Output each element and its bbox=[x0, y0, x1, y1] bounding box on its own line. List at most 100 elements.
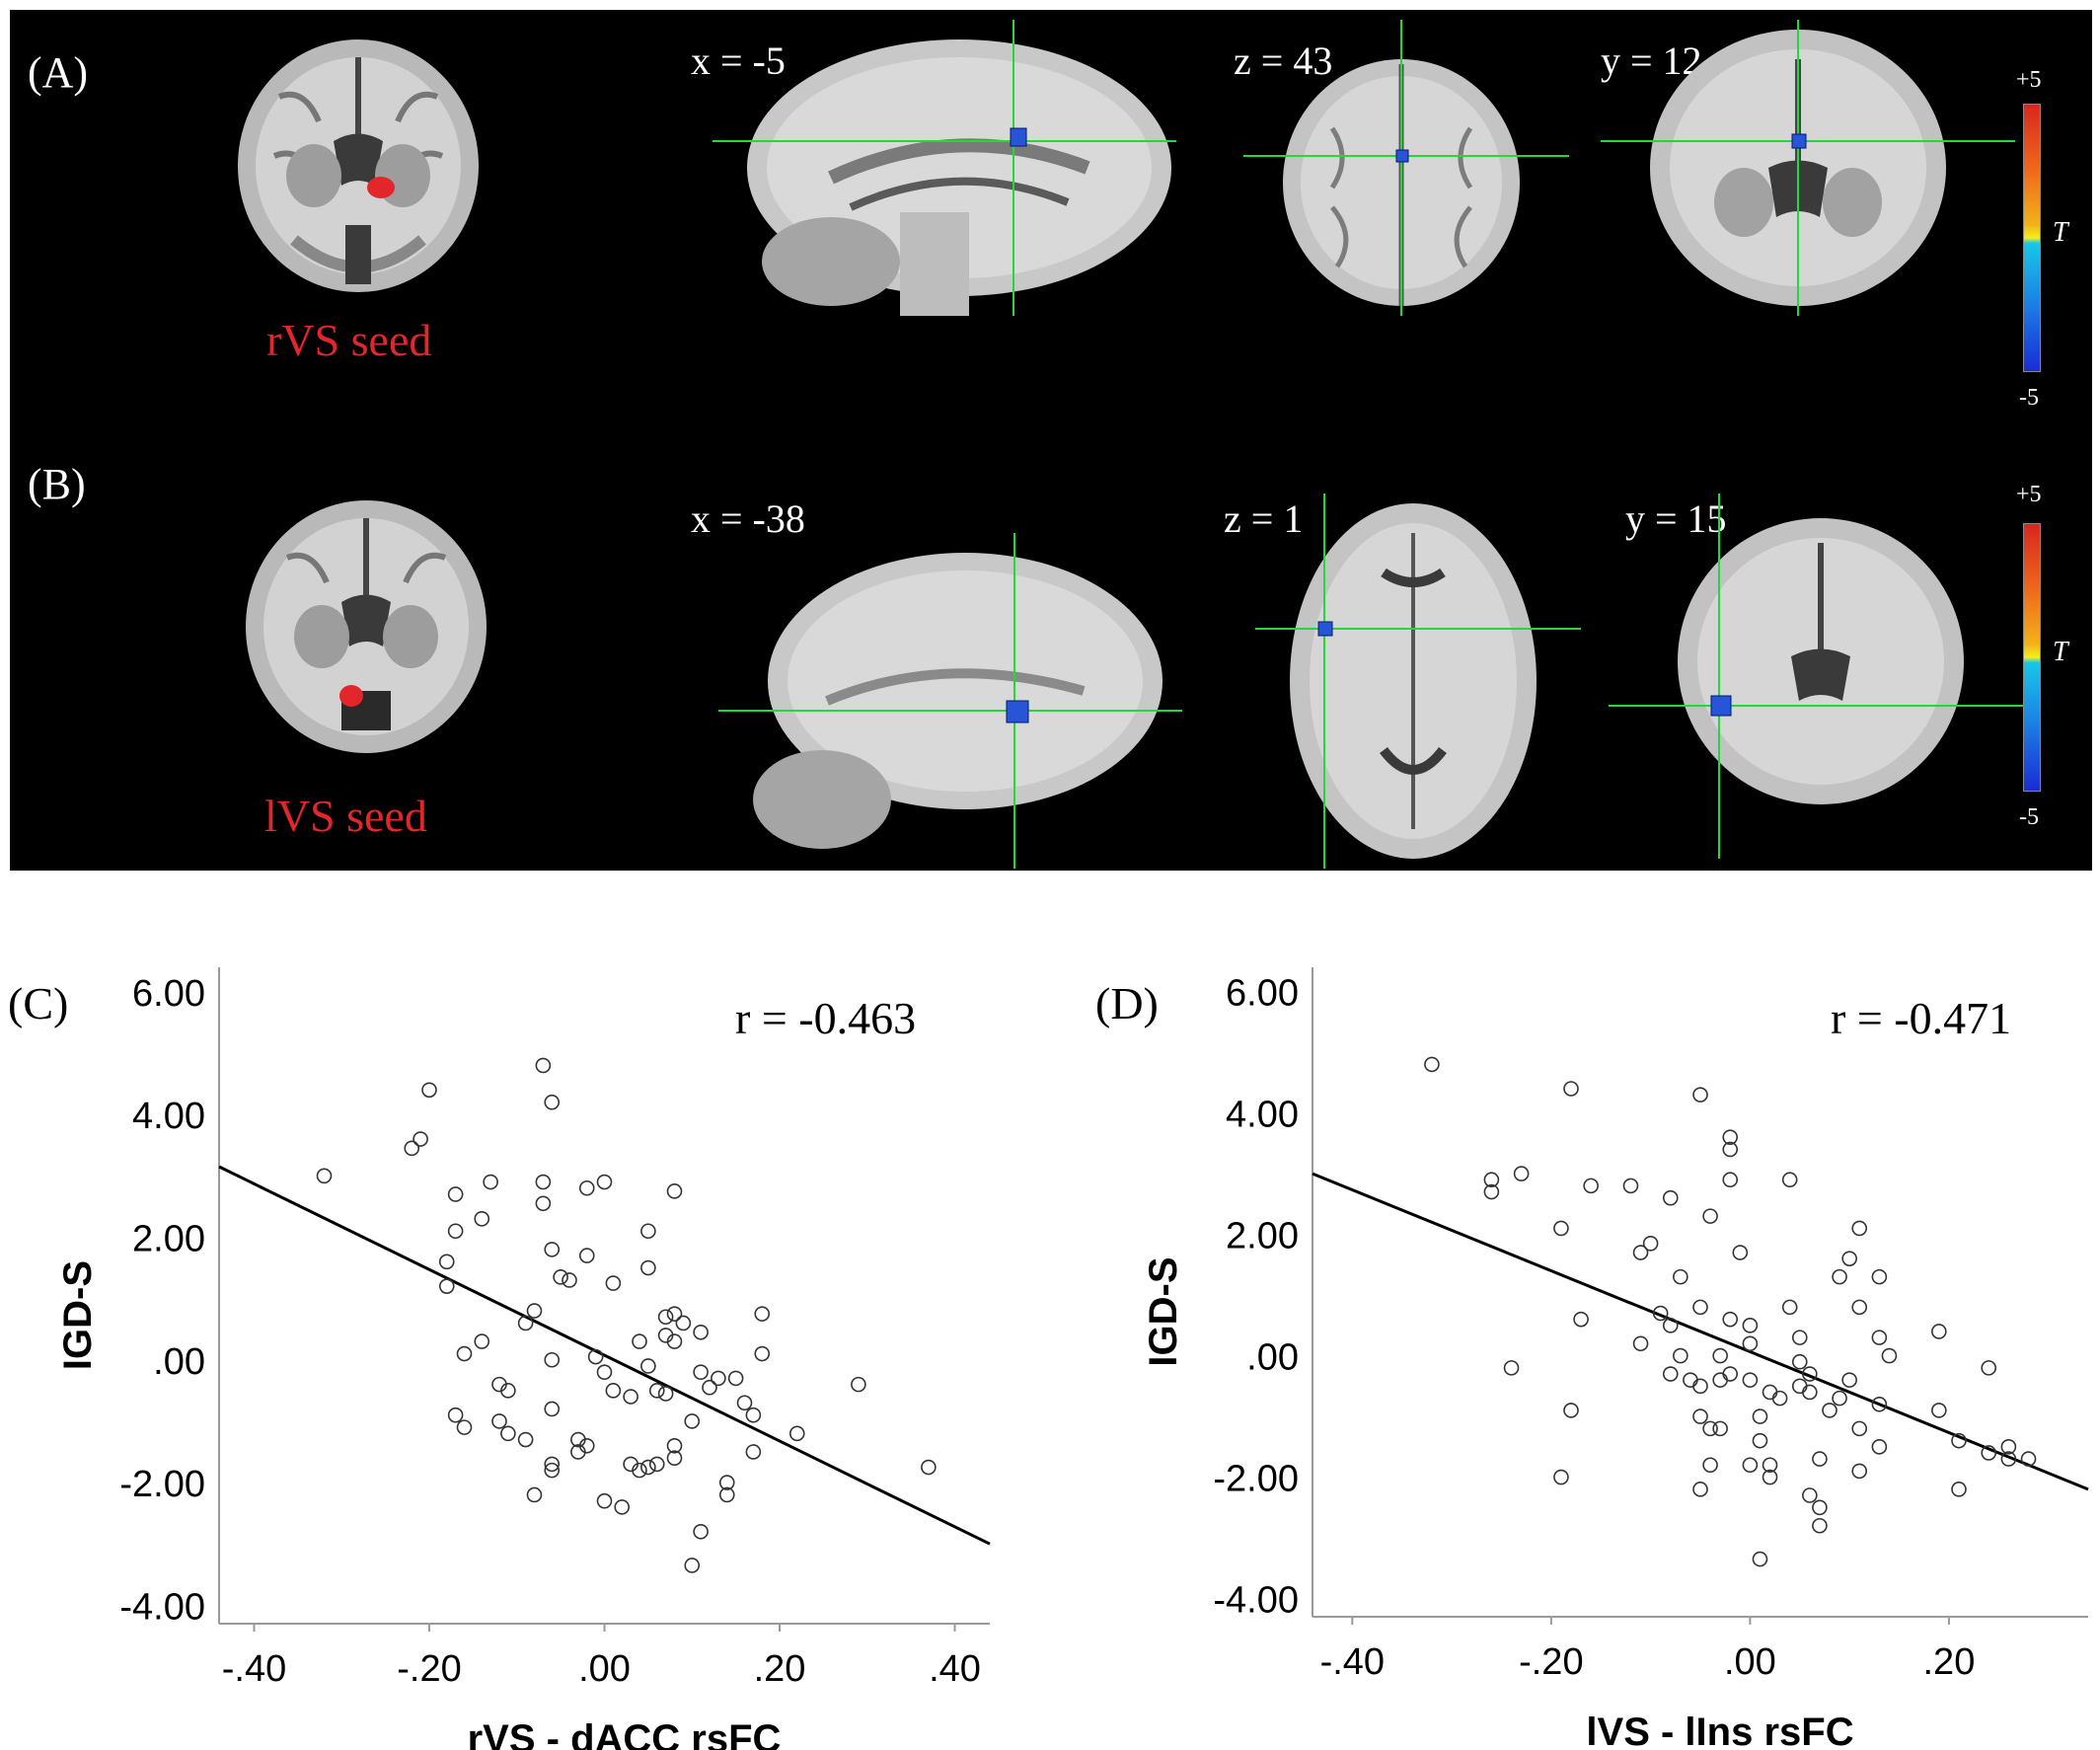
data-point bbox=[447, 1223, 464, 1240]
scatter-chart-d: 6.00 4.00 2.00 .00 -2.00 -4.00 -.40 -.20 .00 .20 l… bbox=[1086, 928, 2100, 1750]
data-point bbox=[693, 1324, 709, 1340]
data-point bbox=[1871, 1268, 1888, 1285]
data-point bbox=[1662, 1366, 1679, 1382]
data-point bbox=[1851, 1299, 1868, 1316]
data-point bbox=[1871, 1330, 1888, 1345]
data-point bbox=[1483, 1183, 1500, 1200]
data-point bbox=[1503, 1360, 1520, 1376]
data-point bbox=[1692, 1408, 1708, 1424]
data-point bbox=[438, 1254, 455, 1270]
data-point bbox=[1752, 1408, 1768, 1424]
scatter-chart-d-svg: 6.00 4.00 2.00 .00 -2.00 -4.00 -.40 -.20 .00 .20 l… bbox=[1142, 967, 2089, 1750]
data-point bbox=[438, 1278, 455, 1294]
data-point bbox=[596, 1174, 613, 1190]
data-point bbox=[500, 1425, 516, 1442]
x-tick-label: .40 bbox=[929, 1648, 981, 1690]
data-point bbox=[1642, 1236, 1659, 1252]
data-point bbox=[1652, 1305, 1669, 1322]
data-point bbox=[1822, 1403, 1838, 1418]
data-point bbox=[1832, 1390, 1847, 1407]
seed-label-a: rVS seed bbox=[266, 315, 432, 365]
data-point bbox=[718, 1486, 735, 1503]
data-point bbox=[1583, 1178, 1599, 1194]
y-tick-label: 6.00 bbox=[132, 973, 205, 1015]
data-point bbox=[596, 1492, 613, 1509]
data-point bbox=[1762, 1469, 1778, 1485]
data-point bbox=[640, 1223, 656, 1240]
data-point bbox=[648, 1383, 665, 1399]
data-point bbox=[1742, 1335, 1759, 1352]
data-point bbox=[1632, 1245, 1649, 1260]
data-point bbox=[1791, 1353, 1808, 1370]
data-point bbox=[535, 1195, 552, 1212]
data-point bbox=[1553, 1220, 1569, 1237]
data-point bbox=[754, 1306, 771, 1322]
sagittal-brain-a bbox=[712, 20, 1176, 316]
colorbar-min-b: -5 bbox=[2019, 804, 2039, 830]
data-point bbox=[1702, 1420, 1718, 1437]
data-point bbox=[544, 1351, 561, 1368]
data-point bbox=[632, 1462, 647, 1479]
data-point bbox=[491, 1413, 507, 1429]
data-point bbox=[1742, 1318, 1759, 1333]
data-point bbox=[578, 1248, 595, 1263]
slice-label-a-coronal: y = 12 bbox=[1601, 38, 1702, 83]
data-point bbox=[447, 1407, 464, 1423]
data-point bbox=[1563, 1081, 1579, 1097]
data-point bbox=[648, 1456, 665, 1473]
data-point bbox=[745, 1444, 762, 1460]
slice-label-b-sagittal: x = -38 bbox=[691, 496, 805, 541]
y-tick-label: 6.00 bbox=[1226, 973, 1299, 1015]
data-point bbox=[1812, 1517, 1828, 1534]
panel-label-d: (D) bbox=[1095, 978, 1159, 1028]
data-point bbox=[421, 1082, 437, 1099]
data-point bbox=[640, 1459, 656, 1476]
data-point bbox=[1692, 1087, 1708, 1103]
cluster-roi bbox=[1006, 700, 1029, 723]
colorbar-a bbox=[2023, 104, 2041, 372]
data-point bbox=[1673, 1347, 1688, 1364]
y-tick-label: -4.00 bbox=[119, 1586, 205, 1628]
data-point bbox=[657, 1309, 674, 1326]
regression-line bbox=[1312, 1172, 2089, 1491]
data-point bbox=[1802, 1487, 1818, 1503]
data-point bbox=[483, 1174, 498, 1190]
scatter-chart-c-svg: 6.00 4.00 2.00 .00 -2.00 -4.00 -.40 -.20 .00 .20.… bbox=[56, 967, 991, 1750]
data-point bbox=[666, 1437, 683, 1454]
data-point bbox=[1762, 1384, 1778, 1401]
x-tick-label: -.40 bbox=[1320, 1641, 1385, 1683]
data-point bbox=[718, 1475, 735, 1490]
data-point bbox=[1712, 1347, 1728, 1364]
data-point bbox=[702, 1379, 717, 1396]
data-point bbox=[1851, 1220, 1868, 1237]
data-point bbox=[412, 1131, 428, 1147]
data-point bbox=[535, 1057, 552, 1074]
axial-brain-a bbox=[1243, 20, 1569, 316]
data-point bbox=[1683, 1372, 1698, 1388]
data-point bbox=[1722, 1172, 1739, 1188]
data-point bbox=[657, 1386, 674, 1402]
slice-label-b-coronal: y = 15 bbox=[1625, 496, 1727, 541]
data-point bbox=[1632, 1335, 1649, 1352]
data-point bbox=[1702, 1457, 1718, 1474]
data-point bbox=[1951, 1432, 1967, 1449]
seed-roi bbox=[367, 177, 395, 198]
data-point bbox=[544, 1456, 561, 1473]
data-point bbox=[1781, 1299, 1798, 1316]
data-point bbox=[404, 1140, 420, 1157]
data-point bbox=[1692, 1299, 1708, 1316]
data-point bbox=[605, 1383, 622, 1399]
scatter-chart-c: 6.00 4.00 2.00 .00 -2.00 -4.00 -.40 -.20 .00 .20.… bbox=[0, 928, 1036, 1750]
data-point bbox=[666, 1183, 683, 1199]
data-point bbox=[456, 1345, 473, 1362]
panel-label-b: (B) bbox=[28, 460, 86, 508]
slice-label-a-sagittal: x = -5 bbox=[691, 38, 786, 83]
data-point bbox=[666, 1333, 683, 1349]
cluster-roi bbox=[1010, 127, 1027, 147]
y-tick-label: .00 bbox=[1246, 1337, 1299, 1379]
data-point bbox=[1881, 1347, 1898, 1364]
data-point bbox=[2000, 1451, 2017, 1467]
data-point bbox=[1742, 1372, 1759, 1388]
data-point bbox=[1981, 1445, 1997, 1461]
data-point bbox=[623, 1389, 638, 1405]
